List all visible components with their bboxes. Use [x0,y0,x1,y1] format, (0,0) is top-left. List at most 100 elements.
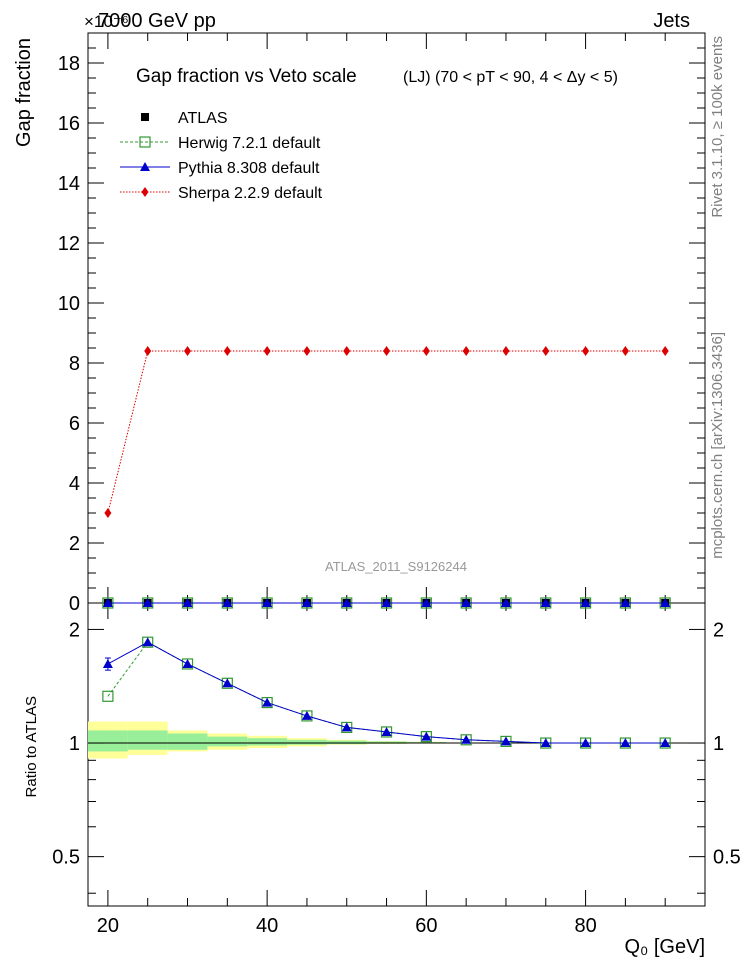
ratio-point-triangle [222,678,233,688]
stat-uncertainty-band [207,736,248,747]
data-point-diamond [661,346,669,356]
chart-title: Gap fraction vs Veto scale [136,66,357,87]
x-tick-label: 60 [415,915,437,937]
legend-label: Pythia 8.308 default [178,160,320,177]
ratio-tick-label: 0.5 [52,847,80,869]
legend-label: Sherpa 2.2.9 default [178,185,323,202]
y-exponent: ×10⁻⁶ [84,12,129,31]
stat-uncertainty-band [247,738,288,746]
data-point-triangle [461,598,472,607]
ratio-y-axis-label: Ratio to ATLAS [23,696,40,797]
top-axis-ticks: 0 2 4 6 8 10 12 14 16 18 [58,32,706,615]
y-tick-label: 8 [69,353,80,375]
ratio-point-triangle [421,731,432,741]
data-point-triangle [580,598,591,607]
data-point-triangle [660,598,671,607]
ratio-series [102,636,671,749]
data-point-diamond [303,346,311,356]
ratio-point-triangle [660,738,671,748]
ratio-tick-label: 1 [69,733,80,755]
data-point-diamond [542,346,550,356]
ratio-point-triangle [620,738,631,748]
data-point-diamond [582,346,590,356]
y-tick-label: 10 [58,293,80,315]
data-point-triangle [222,598,233,607]
ratio-tick-label: 2 [69,619,80,641]
ratio-point-triangle [102,658,113,668]
data-point-diamond [621,346,629,356]
ratio-tick-label-right: 2 [713,619,724,641]
chart-subtitle: (LJ) (70 < pT < 90, 4 < Δy < 5) [403,69,618,86]
y-tick-label: 2 [69,533,80,555]
data-point-triangle [620,598,631,607]
ratio-point-triangle [142,637,153,647]
legend: ATLAS Herwig 7.2.1 default Pythia 8.308 de… [120,110,323,202]
ratio-axis-ticks: 20 40 60 80 0.5 0.5 1 1 2 2 [52,603,741,937]
stat-uncertainty-band [326,740,367,745]
stat-uncertainty-band [88,730,128,752]
ratio-point-triangle [182,658,193,668]
series-line-diamond [107,350,666,514]
x-axis-label: Q₀ [GeV] [624,936,705,958]
y-tick-label: 4 [69,473,80,495]
ratio-point-triangle [341,722,352,732]
data-point-diamond [223,346,231,356]
x-tick-label: 20 [97,915,119,937]
legend-label: ATLAS [178,110,228,127]
ratio-point-open-square [102,690,114,702]
data-point-triangle [142,598,153,607]
ratio-point-triangle [500,736,511,746]
data-point-triangle [182,598,193,607]
y-tick-label: 14 [58,173,80,195]
ratio-tick-label-right: 0.5 [713,847,741,869]
legend-marker-diamond [141,187,149,197]
data-point-diamond [502,346,510,356]
data-point-triangle [262,598,273,607]
header-left: 7000 GeV pp [98,10,216,32]
data-point-diamond [383,346,391,356]
legend-marker-triangle [140,162,150,171]
rivet-label: Rivet 3.1.10, ≥ 100k events [709,36,726,218]
data-point-diamond [144,346,152,356]
ratio-panel-frame [87,602,706,907]
data-point-triangle [341,598,352,607]
ratio-tick-label-right: 1 [713,733,724,755]
analysis-label: ATLAS_2011_S9126244 [325,559,467,574]
data-point-triangle [421,598,432,607]
data-point-diamond [422,346,430,356]
ratio-point-triangle [461,734,472,744]
stat-uncertainty-band [167,733,208,750]
legend-marker-open-square [139,136,151,148]
y-tick-label: 16 [58,113,80,135]
header-right: Jets [653,10,690,32]
legend-label: Herwig 7.2.1 default [178,135,321,152]
ratio-uncertainty-bands [88,721,705,759]
data-point-diamond [184,346,192,356]
data-point-diamond [104,508,112,518]
stat-uncertainty-band [287,739,327,745]
data-point-triangle [381,598,392,607]
y-tick-label: 6 [69,413,80,435]
data-point-diamond [343,346,351,356]
top-series [102,346,671,609]
data-point-triangle [301,598,312,607]
legend-marker-square [141,113,149,121]
stat-uncertainty-band [127,730,168,750]
data-point-triangle [500,598,511,607]
ratio-point-triangle [580,738,591,748]
y-tick-label: 18 [58,53,80,75]
mcplots-label: mcplots.cern.ch [arXiv:1306.3436] [709,332,726,559]
data-point-triangle [102,598,113,607]
y-tick-label: 0 [69,593,80,615]
ratio-point-triangle [381,726,392,736]
data-point-diamond [263,346,271,356]
data-point-diamond [462,346,470,356]
y-tick-label: 12 [58,233,80,255]
ratio-point-triangle [262,697,273,707]
y-axis-label: Gap fraction [13,38,35,147]
x-tick-label: 80 [574,915,596,937]
data-point-triangle [540,598,551,607]
x-tick-label: 40 [256,915,278,937]
ratio-point-triangle [540,738,551,748]
